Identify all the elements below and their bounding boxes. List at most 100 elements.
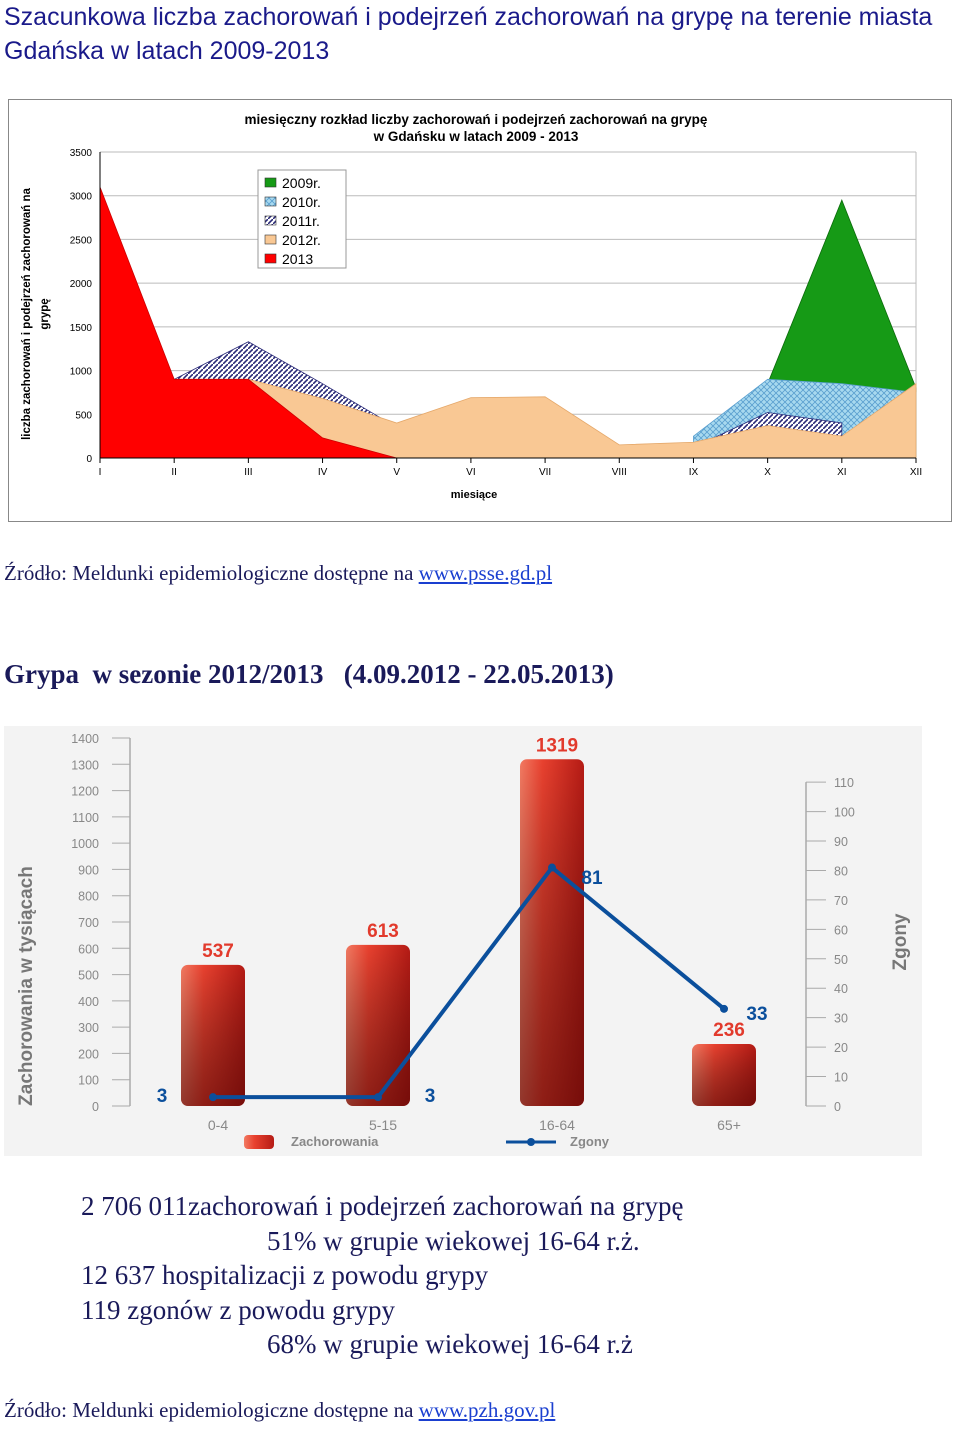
x-tick-label: VII bbox=[539, 467, 551, 478]
x-tick-label: 16-64 bbox=[539, 1117, 575, 1133]
legend-swatch bbox=[264, 215, 277, 226]
legend-swatch bbox=[264, 234, 277, 245]
source-prefix: Źródło: Meldunki epidemiologiczne dostęp… bbox=[4, 561, 419, 585]
y2-tick-label: 50 bbox=[834, 953, 848, 967]
source-link-pzh[interactable]: www.pzh.gov.pl bbox=[418, 1398, 556, 1422]
season-bar-line-chart: 0 100 200 300 400 500 600 700 800 900 1000 1100 1200… bbox=[4, 726, 922, 1156]
source-note-1: Źródło: Meldunki epidemiologiczne dostęp… bbox=[4, 561, 552, 586]
page-title: Szacunkowa liczba zachorowań i podejrzeń… bbox=[4, 3, 933, 65]
legend-label: 2010r. bbox=[282, 194, 321, 210]
legend-label: Zgony bbox=[570, 1134, 610, 1149]
deaths-value-label: 3 bbox=[157, 1086, 168, 1107]
y-tick-label: 2500 bbox=[70, 235, 93, 246]
chart-background bbox=[4, 726, 922, 1156]
bar-value-label: 613 bbox=[367, 921, 399, 942]
chart-subtitle: w Gdańsku w latach 2009 - 2013 bbox=[373, 129, 579, 144]
y-tick-label: 400 bbox=[78, 995, 99, 1009]
legend-swatch bbox=[264, 253, 277, 264]
x-tick-label: I bbox=[99, 467, 102, 478]
stat-hospitalizations: 12 637 hospitalizacji z powodu grypy bbox=[81, 1260, 489, 1290]
y-tick-label: 3000 bbox=[70, 192, 93, 203]
source-note-2: Źródło: Meldunki epidemiologiczne dostęp… bbox=[4, 1398, 555, 1423]
bar-shade bbox=[346, 944, 410, 1106]
deaths-point bbox=[209, 1093, 217, 1102]
deaths-value-label: 33 bbox=[746, 1004, 767, 1025]
stat-cases-age: 51% w grupie wiekowej 16-64 r.ż. bbox=[267, 1226, 640, 1256]
x-tick-label: IV bbox=[318, 467, 328, 478]
y2-tick-label: 100 bbox=[834, 806, 855, 820]
y-tick-label: 100 bbox=[78, 1074, 99, 1088]
x-axis-label: miesiące bbox=[451, 489, 497, 501]
source-link-psse[interactable]: www.psse.gd.pl bbox=[418, 561, 553, 585]
y2-tick-label: 60 bbox=[834, 923, 848, 937]
y-tick-label: 500 bbox=[78, 969, 99, 983]
bar-value-label: 537 bbox=[202, 941, 234, 962]
y-tick-label: 200 bbox=[78, 1047, 99, 1061]
y-tick-label: 2000 bbox=[70, 279, 93, 290]
deaths-point bbox=[374, 1093, 382, 1102]
stat-deaths: 119 zgonów z powodu grypy bbox=[81, 1295, 395, 1325]
bar-shade bbox=[181, 964, 245, 1106]
x-tick-label: VIII bbox=[612, 467, 627, 478]
legend-swatch bbox=[264, 196, 277, 207]
y-tick-label: 1000 bbox=[70, 367, 93, 378]
legend-label: 2009r. bbox=[282, 175, 321, 191]
deaths-value-label: 81 bbox=[581, 868, 603, 889]
source-prefix: Źródło: Meldunki epidemiologiczne dostęp… bbox=[4, 1398, 419, 1422]
bar-16-64 bbox=[520, 759, 584, 1106]
legend-swatch bbox=[264, 177, 277, 188]
y-axis-label: Zachorowania w tysiącach bbox=[16, 866, 37, 1106]
legend-marker bbox=[527, 1138, 535, 1146]
y-tick-label: 0 bbox=[92, 1100, 99, 1114]
y2-tick-label: 70 bbox=[834, 894, 848, 908]
stat-deaths-age: 68% w grupie wiekowej 16-64 r.ż bbox=[267, 1329, 633, 1359]
x-tick-label: XI bbox=[837, 467, 846, 478]
x-tick-label: VI bbox=[466, 467, 475, 478]
x-tick-label: III bbox=[244, 467, 252, 478]
legend-label: Zachorowania bbox=[291, 1134, 379, 1149]
y2-tick-label: 80 bbox=[834, 864, 848, 878]
legend-label: 2011r. bbox=[282, 213, 320, 229]
legend-label: 2012r. bbox=[282, 232, 321, 248]
y-tick-label: 1000 bbox=[71, 837, 99, 851]
bar-value-label: 236 bbox=[713, 1020, 745, 1041]
y-tick-label: 1300 bbox=[71, 758, 99, 772]
y-tick-label: 1200 bbox=[71, 785, 99, 799]
bar-shade bbox=[520, 759, 584, 1106]
y-tick-label: 600 bbox=[78, 942, 99, 956]
deaths-value-label: 3 bbox=[425, 1086, 436, 1107]
y-tick-label: 1100 bbox=[72, 811, 99, 825]
y-tick-label: 0 bbox=[86, 454, 92, 465]
legend-label: 2013 bbox=[282, 251, 313, 267]
season-title: Grypa w sezonie 2012/2013 (4.09.2012 - 2… bbox=[4, 659, 614, 689]
y-tick-label: 1400 bbox=[71, 732, 99, 746]
bar-value-label: 1319 bbox=[536, 735, 578, 756]
x-tick-label: II bbox=[171, 467, 177, 478]
y-tick-label: 1500 bbox=[70, 323, 93, 334]
x-tick-label: XII bbox=[910, 467, 922, 478]
deaths-point bbox=[548, 863, 556, 872]
y2-tick-label: 20 bbox=[834, 1041, 848, 1055]
y-tick-label: 700 bbox=[78, 916, 99, 930]
y2-axis-label: Zgony bbox=[890, 913, 911, 970]
y2-tick-label: 10 bbox=[834, 1071, 848, 1085]
chart-title: miesięczny rozkład liczby zachorowań i p… bbox=[245, 112, 708, 127]
y2-tick-label: 30 bbox=[834, 1012, 848, 1026]
y-tick-label: 300 bbox=[78, 1021, 99, 1035]
deaths-line bbox=[213, 865, 726, 1100]
y-tick-label: 3500 bbox=[70, 148, 93, 159]
y-tick-label: 900 bbox=[78, 863, 99, 877]
stat-cases: 2 706 011zachorowań i podejrzeń zachorow… bbox=[81, 1191, 684, 1221]
y-tick-label: 500 bbox=[75, 410, 92, 421]
x-tick-label: IX bbox=[689, 467, 699, 478]
bar-65+ bbox=[692, 1043, 756, 1106]
y2-tick-label: 90 bbox=[834, 835, 848, 849]
x-tick-label: V bbox=[393, 467, 400, 478]
bar-0-4 bbox=[181, 964, 245, 1106]
bar-5-15 bbox=[346, 944, 410, 1106]
x-tick-label: 5-15 bbox=[369, 1117, 397, 1133]
monthly-flu-area-chart: miesięczny rozkład liczby zachorowań i p… bbox=[8, 99, 952, 522]
y2-tick-label: 40 bbox=[834, 982, 848, 996]
y-axis-label: liczba zachorowań i podejrzeń zachorowań… bbox=[21, 188, 33, 440]
y-tick-label: 800 bbox=[78, 890, 99, 904]
